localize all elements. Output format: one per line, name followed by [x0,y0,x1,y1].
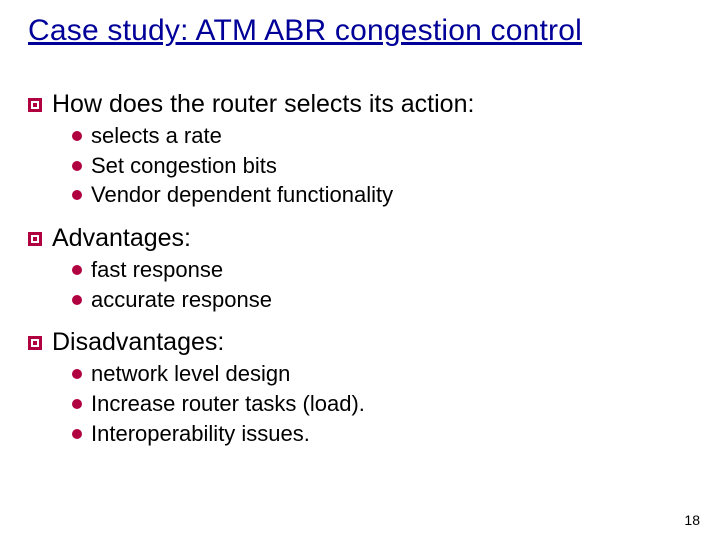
list-item: Increase router tasks (load). [91,389,365,419]
circle-bullet-icon [72,131,82,141]
bullet-level1: How does the router selects its action: [28,90,692,119]
list-item: Vendor dependent functionality [91,180,393,210]
list-item: selects a rate [91,121,222,151]
circle-bullet-icon [72,399,82,409]
section-heading: Disadvantages: [52,328,224,357]
bullet-level2: Interoperability issues. [72,419,692,449]
slide: Case study: ATM ABR congestion control H… [0,0,720,540]
bullet-level2: network level design [72,359,692,389]
square-bullet-icon [28,336,42,350]
list-item: fast response [91,255,223,285]
bullet-level2: fast response [72,255,692,285]
page-number: 18 [684,512,700,528]
list-item: Interoperability issues. [91,419,310,449]
bullet-level2: Vendor dependent functionality [72,180,692,210]
circle-bullet-icon [72,295,82,305]
bullet-level2: selects a rate [72,121,692,151]
circle-bullet-icon [72,161,82,171]
square-bullet-icon [28,232,42,246]
square-bullet-icon [28,98,42,112]
list-item: accurate response [91,285,272,315]
section-heading: Advantages: [52,224,191,253]
list-item: Set congestion bits [91,151,277,181]
circle-bullet-icon [72,265,82,275]
sub-list: fast response accurate response [72,255,692,314]
sub-list: selects a rate Set congestion bits Vendo… [72,121,692,210]
circle-bullet-icon [72,190,82,200]
section-heading: How does the router selects its action: [52,90,474,119]
bullet-level2: accurate response [72,285,692,315]
bullet-level1: Advantages: [28,224,692,253]
slide-title: Case study: ATM ABR congestion control [28,14,582,49]
bullet-level2: Set congestion bits [72,151,692,181]
list-item: network level design [91,359,290,389]
circle-bullet-icon [72,429,82,439]
bullet-level2: Increase router tasks (load). [72,389,692,419]
sub-list: network level design Increase router tas… [72,359,692,448]
slide-body: How does the router selects its action: … [28,76,692,449]
bullet-level1: Disadvantages: [28,328,692,357]
circle-bullet-icon [72,369,82,379]
